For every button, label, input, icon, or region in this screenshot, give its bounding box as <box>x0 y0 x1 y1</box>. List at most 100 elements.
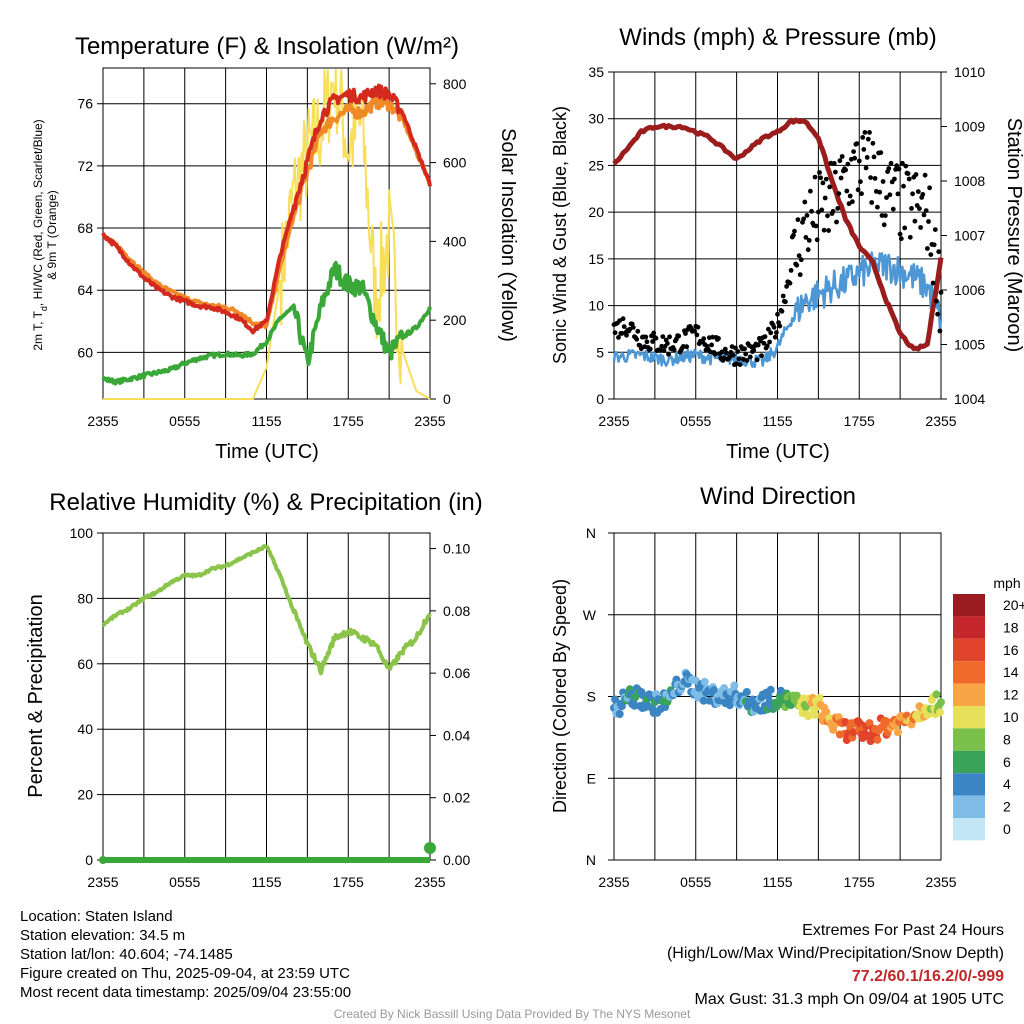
x-tick-label: 0555 <box>680 413 711 429</box>
gust-point <box>845 161 851 167</box>
gust-point <box>825 213 830 219</box>
y2-tick-label: 600 <box>443 155 467 171</box>
x-tick-label: 1755 <box>844 413 875 429</box>
gust-point <box>692 328 697 334</box>
rh-ylabel-left: Percent & Precipitation <box>25 594 47 797</box>
max-gust-text: Max Gust: 31.3 mph On 09/04 at 1905 UTC <box>694 991 1005 1008</box>
gust-point <box>814 237 820 243</box>
gust-point <box>887 192 893 198</box>
direction-point <box>801 702 810 711</box>
temp-ylabel-left: 2m T, Td, HI/WC (Red, Green, Scarlet/Blu… <box>31 119 49 350</box>
gust-point <box>881 222 887 228</box>
colorbar-label: 8 <box>1003 731 1011 747</box>
y2-tick-label: 800 <box>443 76 467 92</box>
y2-tick-label: 0.06 <box>443 665 470 681</box>
gust-point <box>755 342 761 348</box>
gust-point <box>883 213 888 219</box>
gust-point <box>907 234 913 240</box>
gust-point <box>835 206 841 211</box>
gust-point <box>630 325 636 330</box>
colorbar-swatch <box>953 728 985 751</box>
series-line-insolation <box>103 69 431 400</box>
colorbar-label: 12 <box>1003 687 1019 703</box>
x-tick-label: 1755 <box>333 874 364 890</box>
created-text: Figure created on Thu, 2025-09-04, at 23… <box>20 965 350 982</box>
gust-point <box>733 345 738 351</box>
gust-point <box>890 206 896 212</box>
direction-point <box>730 681 739 690</box>
y-tick-label: 64 <box>77 282 93 298</box>
gust-point <box>880 179 886 184</box>
gust-point <box>867 130 872 135</box>
gust-point <box>910 191 915 197</box>
colorbar-label: 2 <box>1003 799 1011 815</box>
gust-point <box>861 147 867 152</box>
gust-point <box>798 257 804 263</box>
gust-point <box>813 223 819 229</box>
y-tick-label: 0 <box>85 852 93 868</box>
gust-point <box>851 149 856 155</box>
y-tick-label: 20 <box>588 204 604 220</box>
gust-point <box>912 218 918 224</box>
gust-point <box>862 130 868 135</box>
gust-point <box>666 351 671 357</box>
gust-point <box>922 172 928 178</box>
gust-point <box>925 246 930 251</box>
gust-point <box>784 284 789 289</box>
gust-point <box>820 180 826 186</box>
gust-point <box>858 179 863 185</box>
y2-tick-label: 0.00 <box>443 852 470 868</box>
series-line-sonic-wind <box>612 251 943 369</box>
x-tick-label: 1155 <box>251 413 281 429</box>
gust-point <box>870 140 876 146</box>
gust-point <box>801 216 806 222</box>
direction-point <box>792 691 801 700</box>
dir-ylabel-left: Direction (Colored By Speed) <box>550 579 570 813</box>
gust-point <box>821 227 827 233</box>
colorbar-swatch <box>953 638 985 662</box>
gust-point <box>735 349 741 354</box>
y-tick-label: 80 <box>77 590 93 606</box>
direction-point <box>615 710 624 718</box>
gust-point <box>812 174 818 180</box>
rh-title: Relative Humidity (%) & Precipitation (i… <box>49 489 482 516</box>
gust-point <box>647 346 653 352</box>
y2-tick-label: 1004 <box>954 391 985 407</box>
gust-point <box>823 176 829 182</box>
gust-point <box>754 357 760 363</box>
gust-point <box>650 339 655 344</box>
gust-point <box>671 347 677 353</box>
direction-point <box>742 688 751 696</box>
gust-point <box>742 346 747 352</box>
y-tick-label: 100 <box>70 525 94 541</box>
colorbar-label: 0 <box>1003 821 1011 837</box>
wind-panel: Winds (mph) & Pressure (mb) Sonic Wind &… <box>550 24 1024 463</box>
gust-point <box>796 253 802 259</box>
extremes-values: 77.2/60.1/16.2/0/-999 <box>851 968 1004 985</box>
direction-point <box>893 728 902 737</box>
gust-point <box>839 154 845 159</box>
y2-tick-label: 0.10 <box>443 541 470 557</box>
gust-point <box>774 330 779 335</box>
gust-point <box>927 185 932 191</box>
colorbar-unit: mph <box>993 575 1020 591</box>
extremes-title: Extremes For Past 24 Hours <box>802 922 1004 939</box>
gust-point <box>920 192 926 197</box>
colorbar-label: 14 <box>1003 664 1019 680</box>
gust-point <box>744 358 750 363</box>
gust-point <box>938 290 944 295</box>
gust-point <box>775 311 780 317</box>
gust-point <box>724 350 729 356</box>
gust-point <box>854 141 860 147</box>
gust-point <box>843 167 848 173</box>
gust-point <box>877 189 883 195</box>
gust-point <box>780 293 786 299</box>
gust-point <box>892 176 897 182</box>
gust-point <box>694 332 700 338</box>
gust-point <box>847 193 853 199</box>
gust-point <box>833 169 838 175</box>
gust-point <box>827 184 833 190</box>
gust-point <box>909 206 914 211</box>
x-tick-label: 2355 <box>925 874 956 890</box>
location-text: Location: Staten Island <box>20 908 173 925</box>
